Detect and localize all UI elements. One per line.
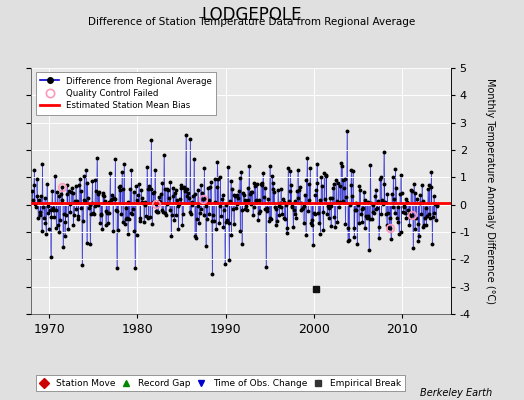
Text: Difference of Station Temperature Data from Regional Average: Difference of Station Temperature Data f…	[88, 17, 415, 27]
Y-axis label: Monthly Temperature Anomaly Difference (°C): Monthly Temperature Anomaly Difference (…	[485, 78, 495, 304]
Text: LODGEPOLE: LODGEPOLE	[201, 6, 302, 24]
Legend: Difference from Regional Average, Quality Control Failed, Estimated Station Mean: Difference from Regional Average, Qualit…	[36, 72, 216, 115]
Legend: Station Move, Record Gap, Time of Obs. Change, Empirical Break: Station Move, Record Gap, Time of Obs. C…	[36, 375, 405, 392]
Text: Berkeley Earth: Berkeley Earth	[420, 388, 493, 398]
